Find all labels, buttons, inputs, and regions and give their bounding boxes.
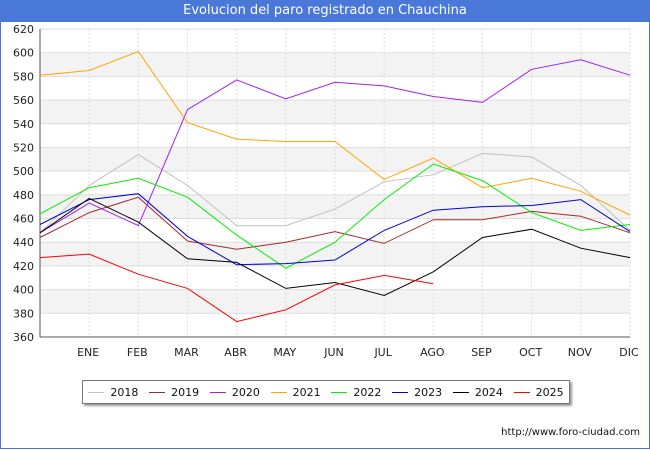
legend-swatch <box>392 391 409 393</box>
legend-item-2025: 2025 <box>513 385 564 399</box>
x-tick-label: MAR <box>174 346 199 359</box>
legend: 2018 2019 2020 2021 2022 2023 2024 2025 <box>82 380 570 404</box>
legend-label: 2025 <box>535 385 564 399</box>
x-axis: ENE FEB MAR ABR MAY JUN JUL AGO SEP OCT NOV DIC <box>77 346 639 359</box>
series-line-2022 <box>39 163 631 269</box>
x-tick-label: FEB <box>127 346 148 359</box>
legend-item-2023: 2023 <box>392 386 442 399</box>
series-line-2021 <box>39 50 631 216</box>
series-line-2019 <box>39 196 631 250</box>
legend-label: 2023 <box>414 385 443 399</box>
grid-band <box>40 100 630 124</box>
x-tick-label: JUL <box>373 346 392 359</box>
y-tick-label: 500 <box>13 165 34 178</box>
y-tick-label: 580 <box>13 70 34 83</box>
legend-label: 2024 <box>474 385 503 399</box>
y-tick-label: 440 <box>13 236 34 249</box>
legend-item-2019: 2019 <box>149 386 199 399</box>
series-lines <box>39 50 631 323</box>
y-tick-label: 380 <box>13 307 34 320</box>
y-tick-label: 360 <box>13 331 34 344</box>
series-line-2018 <box>39 152 631 234</box>
legend-label: 2022 <box>353 385 382 399</box>
legend-item-2020: 2020 <box>209 385 260 399</box>
x-tick-label: MAY <box>273 346 296 359</box>
y-tick-label: 520 <box>13 141 34 154</box>
y-tick-label: 460 <box>13 213 34 226</box>
chart-title: Evolucion del paro registrado en Chauchi… <box>0 0 650 22</box>
x-tick-label: SEP <box>471 346 492 359</box>
y-tick-label: 620 <box>13 23 34 36</box>
y-axis: 360 380 400 420 440 460 480 500 520 540 560 580 600 6… <box>13 23 34 344</box>
series-line-2025 <box>39 253 434 323</box>
legend-swatch <box>270 391 287 393</box>
x-tick-label: JUN <box>323 346 344 359</box>
series-line-2024 <box>39 197 631 297</box>
y-tick-label: 600 <box>13 47 34 60</box>
legend-label: 2021 <box>292 385 321 399</box>
legend-label: 2020 <box>231 385 260 399</box>
x-tick-label: AGO <box>420 346 445 359</box>
x-tick-label: OCT <box>519 346 542 359</box>
y-tick-label: 560 <box>13 94 34 107</box>
x-tick-label: ABR <box>224 346 247 359</box>
legend-swatch <box>452 391 469 393</box>
grid-band <box>40 147 630 172</box>
series-line-2020 <box>39 59 631 234</box>
legend-item-2024: 2024 <box>452 385 503 399</box>
series-line-2023 <box>39 193 631 266</box>
legend-swatch <box>209 391 226 393</box>
y-tick-label: 540 <box>13 118 34 131</box>
y-tick-label: 420 <box>13 260 34 273</box>
x-tick-label: NOV <box>568 346 593 359</box>
x-tick-label: ENE <box>77 346 99 359</box>
legend-swatch <box>513 391 530 393</box>
legend-swatch <box>331 391 348 393</box>
legend-item-2018: 2018 <box>88 386 138 399</box>
legend-swatch <box>88 391 105 393</box>
legend-label: 2019 <box>171 385 200 399</box>
y-tick-label: 480 <box>13 189 34 202</box>
x-tick-label: DIC <box>619 346 639 359</box>
legend-item-2021: 2021 <box>270 385 321 399</box>
grid-band <box>40 52 630 77</box>
y-tick-label: 400 <box>13 284 34 297</box>
legend-item-2022: 2022 <box>331 386 381 399</box>
source-link[interactable]: http://www.foro-ciudad.com <box>501 427 640 438</box>
legend-label: 2018 <box>110 385 139 399</box>
legend-swatch <box>149 391 166 393</box>
